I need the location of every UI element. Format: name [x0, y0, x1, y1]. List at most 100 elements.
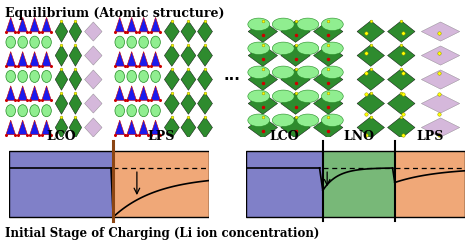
- Circle shape: [42, 105, 51, 117]
- Polygon shape: [388, 69, 415, 90]
- Polygon shape: [69, 117, 82, 138]
- Circle shape: [321, 66, 343, 79]
- Polygon shape: [151, 52, 160, 66]
- Polygon shape: [30, 52, 39, 66]
- Circle shape: [6, 71, 16, 82]
- Circle shape: [139, 71, 148, 82]
- Polygon shape: [115, 52, 125, 66]
- Polygon shape: [42, 86, 51, 100]
- Text: LCO: LCO: [270, 130, 300, 143]
- Polygon shape: [18, 52, 27, 66]
- Circle shape: [42, 71, 51, 82]
- Circle shape: [321, 42, 343, 55]
- Circle shape: [273, 90, 294, 103]
- Polygon shape: [84, 94, 102, 113]
- Polygon shape: [18, 120, 27, 135]
- Circle shape: [115, 105, 125, 117]
- Circle shape: [321, 18, 343, 31]
- Circle shape: [151, 36, 160, 48]
- Polygon shape: [127, 120, 137, 135]
- Bar: [246, 150, 465, 217]
- Circle shape: [273, 66, 294, 79]
- Polygon shape: [164, 45, 179, 66]
- Polygon shape: [127, 86, 137, 100]
- Polygon shape: [151, 86, 160, 100]
- Polygon shape: [198, 93, 212, 114]
- Polygon shape: [357, 21, 384, 42]
- Circle shape: [248, 66, 270, 79]
- Polygon shape: [84, 22, 102, 41]
- Circle shape: [248, 42, 270, 55]
- Polygon shape: [55, 117, 68, 138]
- Circle shape: [127, 71, 137, 82]
- Polygon shape: [313, 69, 343, 90]
- Polygon shape: [69, 93, 82, 114]
- Circle shape: [321, 114, 343, 127]
- Polygon shape: [181, 21, 196, 42]
- Polygon shape: [164, 93, 179, 114]
- Circle shape: [30, 71, 39, 82]
- Polygon shape: [30, 86, 39, 100]
- Circle shape: [273, 114, 294, 127]
- Polygon shape: [55, 45, 68, 66]
- Polygon shape: [248, 45, 278, 66]
- Polygon shape: [6, 120, 16, 135]
- Polygon shape: [421, 94, 460, 113]
- Polygon shape: [127, 52, 137, 66]
- Bar: [323, 150, 395, 217]
- Polygon shape: [6, 86, 16, 100]
- Polygon shape: [248, 21, 278, 42]
- Circle shape: [30, 36, 39, 48]
- Polygon shape: [6, 52, 16, 66]
- Polygon shape: [164, 117, 179, 138]
- Polygon shape: [181, 45, 196, 66]
- Polygon shape: [42, 52, 51, 66]
- Circle shape: [18, 71, 27, 82]
- Circle shape: [151, 105, 160, 117]
- Polygon shape: [84, 70, 102, 89]
- Text: Initial Stage of Charging (Li ion concentration): Initial Stage of Charging (Li ion concen…: [5, 227, 319, 240]
- Circle shape: [297, 66, 319, 79]
- Polygon shape: [115, 17, 125, 32]
- Circle shape: [139, 105, 148, 117]
- Polygon shape: [55, 69, 68, 90]
- Polygon shape: [151, 17, 160, 32]
- Polygon shape: [69, 21, 82, 42]
- Polygon shape: [281, 45, 310, 66]
- Bar: [246, 150, 323, 217]
- Circle shape: [6, 105, 16, 117]
- Circle shape: [6, 36, 16, 48]
- Polygon shape: [84, 46, 102, 65]
- Polygon shape: [421, 70, 460, 89]
- Circle shape: [297, 114, 319, 127]
- Polygon shape: [151, 120, 160, 135]
- Circle shape: [30, 105, 39, 117]
- Text: Equilibrium (Atomic structure): Equilibrium (Atomic structure): [5, 7, 224, 20]
- Circle shape: [248, 90, 270, 103]
- Polygon shape: [198, 45, 212, 66]
- Polygon shape: [69, 69, 82, 90]
- Polygon shape: [313, 45, 343, 66]
- Circle shape: [321, 90, 343, 103]
- Polygon shape: [42, 120, 51, 135]
- Polygon shape: [421, 118, 460, 137]
- Polygon shape: [198, 117, 212, 138]
- Polygon shape: [248, 117, 278, 138]
- Polygon shape: [388, 45, 415, 66]
- Text: LPS: LPS: [147, 130, 174, 143]
- Bar: [113, 150, 209, 217]
- Polygon shape: [313, 117, 343, 138]
- Polygon shape: [115, 86, 125, 100]
- Polygon shape: [30, 17, 39, 32]
- Polygon shape: [357, 93, 384, 114]
- Polygon shape: [421, 22, 460, 41]
- Circle shape: [42, 36, 51, 48]
- Bar: [9, 150, 209, 217]
- Circle shape: [297, 90, 319, 103]
- Circle shape: [18, 105, 27, 117]
- Circle shape: [248, 18, 270, 31]
- Polygon shape: [281, 117, 310, 138]
- Polygon shape: [181, 117, 196, 138]
- Polygon shape: [6, 17, 16, 32]
- Polygon shape: [421, 46, 460, 65]
